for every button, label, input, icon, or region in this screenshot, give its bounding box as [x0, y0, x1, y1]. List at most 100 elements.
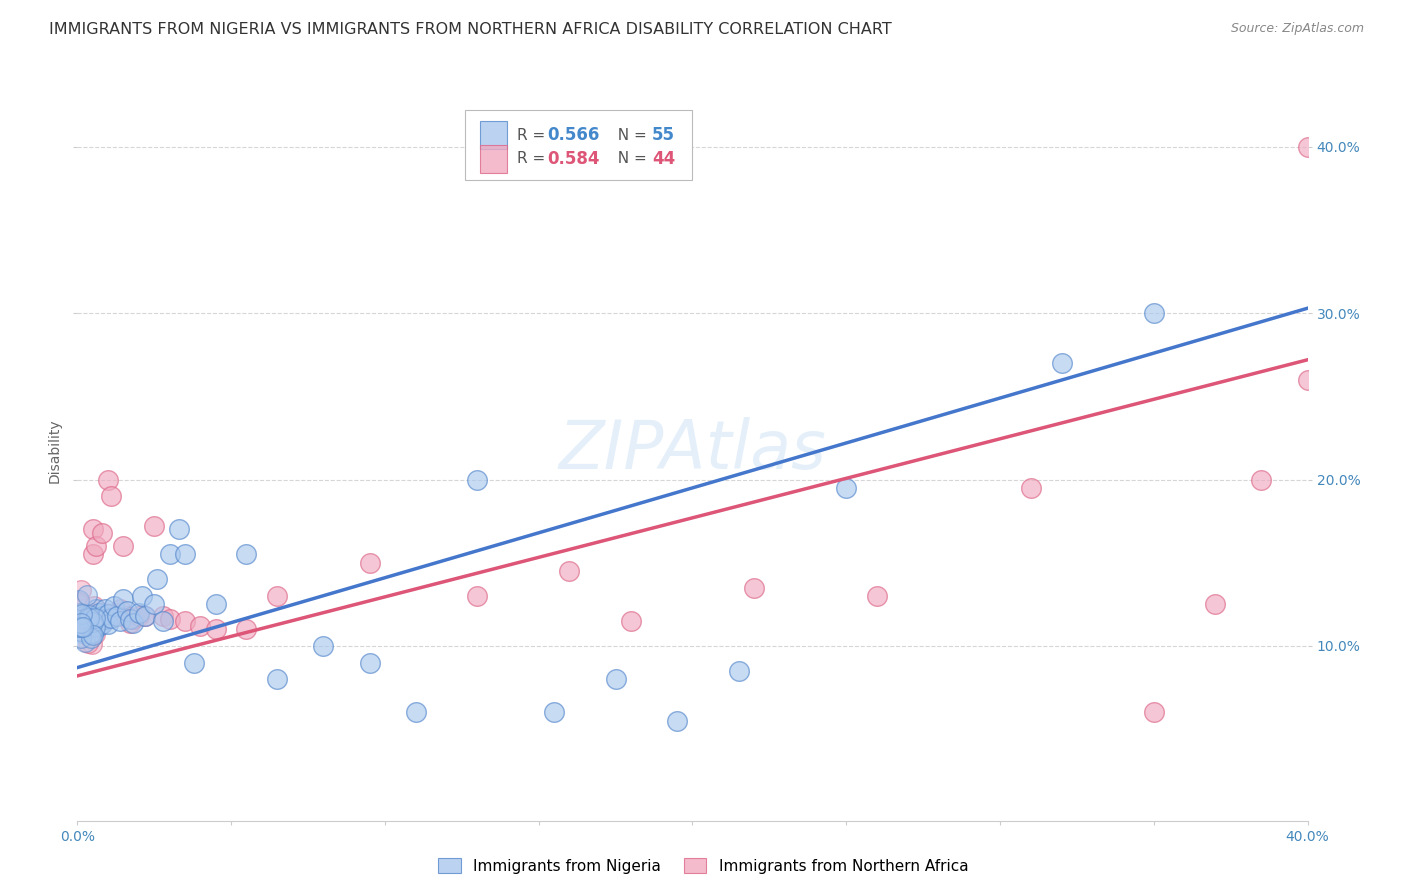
Point [70, 616, 93, 631]
Point [80, 625, 103, 640]
Point [69, 617, 91, 632]
Point [1296, 373, 1319, 387]
Point [79, 619, 101, 633]
Point [558, 564, 581, 578]
Point [82, 609, 104, 624]
Point [727, 664, 749, 678]
Point [79, 623, 101, 637]
Point [112, 539, 135, 553]
Point [204, 623, 226, 637]
Point [1050, 356, 1073, 370]
Point [67, 619, 90, 633]
Point [359, 556, 381, 570]
Point [67, 597, 90, 611]
Point [67, 615, 90, 630]
Point [90, 609, 114, 624]
Point [465, 473, 488, 487]
Point [69, 614, 91, 628]
Point [72, 614, 94, 628]
Text: 44: 44 [652, 150, 675, 168]
Point [87, 619, 110, 633]
Point [83, 627, 105, 641]
Point [100, 489, 122, 503]
Point [105, 609, 128, 624]
Point [97, 617, 120, 632]
Point [70, 583, 93, 598]
Point [143, 598, 166, 612]
Point [69, 631, 91, 645]
Point [100, 610, 122, 624]
Text: ZIPAtlas: ZIPAtlas [558, 417, 827, 483]
Point [72, 609, 94, 624]
Point [90, 525, 114, 540]
Point [79, 627, 101, 641]
Point [620, 614, 643, 628]
Text: N =: N = [607, 128, 651, 143]
Point [1143, 306, 1166, 320]
Point [605, 672, 627, 686]
Point [405, 706, 427, 720]
Point [121, 612, 143, 626]
Point [72, 617, 94, 632]
Point [128, 606, 150, 620]
Point [167, 523, 190, 537]
Point [143, 519, 166, 533]
Point [742, 581, 765, 595]
Point [110, 602, 132, 616]
Point [70, 607, 93, 622]
Point [666, 714, 689, 728]
Point [118, 615, 141, 630]
Text: 55: 55 [652, 126, 675, 145]
Point [76, 618, 98, 632]
Point [152, 614, 174, 628]
Point [84, 611, 107, 625]
Point [266, 672, 288, 686]
Point [82, 548, 104, 562]
Point [69, 624, 91, 639]
Point [94, 602, 117, 616]
Bar [479, 145, 506, 173]
Text: IMMIGRANTS FROM NIGERIA VS IMMIGRANTS FROM NORTHERN AFRICA DISABILITY CORRELATIO: IMMIGRANTS FROM NIGERIA VS IMMIGRANTS FR… [49, 22, 891, 37]
Point [465, 589, 488, 603]
Point [1296, 140, 1319, 154]
Point [359, 656, 381, 670]
Point [159, 548, 181, 562]
Point [84, 612, 107, 626]
Point [94, 612, 117, 626]
Point [118, 612, 141, 626]
Point [79, 605, 101, 619]
Point [72, 610, 94, 624]
Point [70, 620, 93, 634]
Point [204, 598, 226, 612]
Text: R =: R = [516, 128, 550, 143]
Point [183, 656, 205, 670]
Point [69, 606, 91, 620]
Point [866, 589, 889, 603]
Point [90, 617, 114, 632]
Point [1204, 598, 1226, 612]
Point [1250, 473, 1272, 487]
Point [235, 548, 257, 562]
Point [84, 602, 107, 616]
Point [112, 592, 135, 607]
Point [266, 589, 288, 603]
Point [67, 592, 90, 607]
Point [76, 623, 98, 637]
Point [82, 523, 104, 537]
Point [188, 619, 212, 633]
Point [73, 618, 96, 632]
FancyBboxPatch shape [465, 110, 693, 180]
Point [174, 548, 197, 562]
Point [87, 614, 110, 628]
Point [128, 609, 150, 624]
Point [79, 614, 101, 628]
Point [97, 473, 120, 487]
Text: N =: N = [607, 152, 651, 166]
Point [312, 639, 335, 653]
Point [1143, 706, 1166, 720]
Point [76, 614, 98, 628]
Point [103, 609, 125, 624]
Point [159, 612, 181, 626]
Point [76, 612, 98, 626]
Point [235, 623, 257, 637]
